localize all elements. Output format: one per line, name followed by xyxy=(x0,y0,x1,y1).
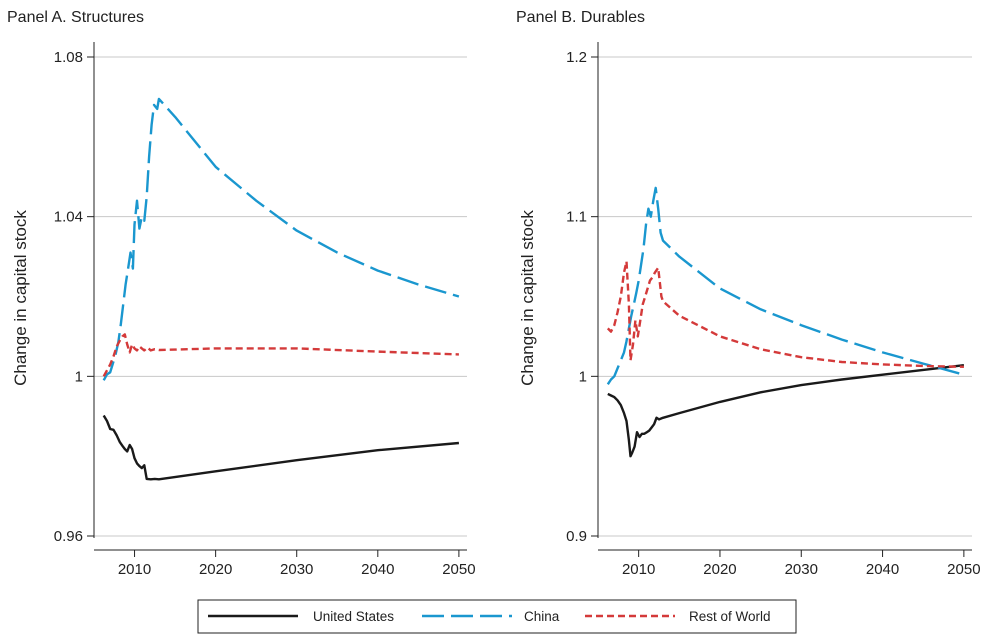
panel-a-structures: Panel A. Structures Change in capital st… xyxy=(7,9,476,578)
panel-b-y-axis-title: Change in capital stock xyxy=(518,210,537,386)
panel-b-title: Panel B. Durables xyxy=(516,9,645,26)
panel-a-y-axis-title: Change in capital stock xyxy=(11,210,30,386)
panel-a-y-tick-label: 1 xyxy=(75,368,83,385)
panel-a-title: Panel A. Structures xyxy=(7,9,144,26)
panel-b-x-tick-label: 2010 xyxy=(622,561,655,578)
legend-item-united-states: United States xyxy=(208,609,394,624)
panel-a-x-tick-label: 2020 xyxy=(199,561,232,578)
panel-a-y-ticks: 0.96 1 1.04 1.08 xyxy=(54,49,94,545)
panel-b-y-tick-label: 1.2 xyxy=(566,49,587,66)
panel-b-series xyxy=(606,186,965,458)
panel-a-y-tick-label: 1.08 xyxy=(54,49,83,66)
panel-b-y-tick-label: 1 xyxy=(579,368,587,385)
panel-a-series-china xyxy=(102,97,460,381)
panel-b-series-united-states xyxy=(607,364,965,458)
panel-a-x-tick-label: 2030 xyxy=(280,561,313,578)
legend-label-united-states: United States xyxy=(313,609,394,624)
panel-a-y-tick-label: 1.04 xyxy=(54,209,83,226)
panel-a-x-tick-label: 2040 xyxy=(361,561,394,578)
panel-b-x-tick-label: 2020 xyxy=(703,561,736,578)
panel-b-grid xyxy=(598,56,972,537)
panel-b-y-ticks: 0.9 1 1.1 1.2 xyxy=(566,49,598,545)
legend-label-china: China xyxy=(524,609,560,624)
panel-b-series-rest-of-world xyxy=(606,260,964,368)
panel-a-x-ticks: 2010 2020 2030 2040 2050 xyxy=(118,550,476,578)
legend-label-rest-of-world: Rest of World xyxy=(689,609,771,624)
legend-item-china: China xyxy=(422,609,560,624)
panel-b-series-china xyxy=(606,186,965,385)
panel-a-series-united-states xyxy=(102,414,460,481)
panel-a-y-tick-label: 0.96 xyxy=(54,528,83,545)
panel-b-x-tick-label: 2050 xyxy=(947,561,980,578)
panel-b-durables: Panel B. Durables Change in capital stoc… xyxy=(516,9,981,578)
panel-a-grid xyxy=(94,56,467,537)
panel-a-x-tick-label: 2010 xyxy=(118,561,151,578)
panel-b-x-ticks: 2010 2020 2030 2040 2050 xyxy=(622,550,981,578)
panel-a-x-tick-label: 2050 xyxy=(442,561,475,578)
panel-b-x-tick-label: 2030 xyxy=(785,561,818,578)
legend: United States China Rest of World xyxy=(197,599,797,634)
panel-a-series xyxy=(102,97,460,481)
panel-b-y-tick-label: 0.9 xyxy=(566,528,587,545)
panel-b-x-tick-label: 2040 xyxy=(866,561,899,578)
legend-item-rest-of-world: Rest of World xyxy=(585,609,771,624)
panel-b-y-tick-label: 1.1 xyxy=(566,209,587,226)
panel-a-series-rest-of-world xyxy=(102,333,459,377)
